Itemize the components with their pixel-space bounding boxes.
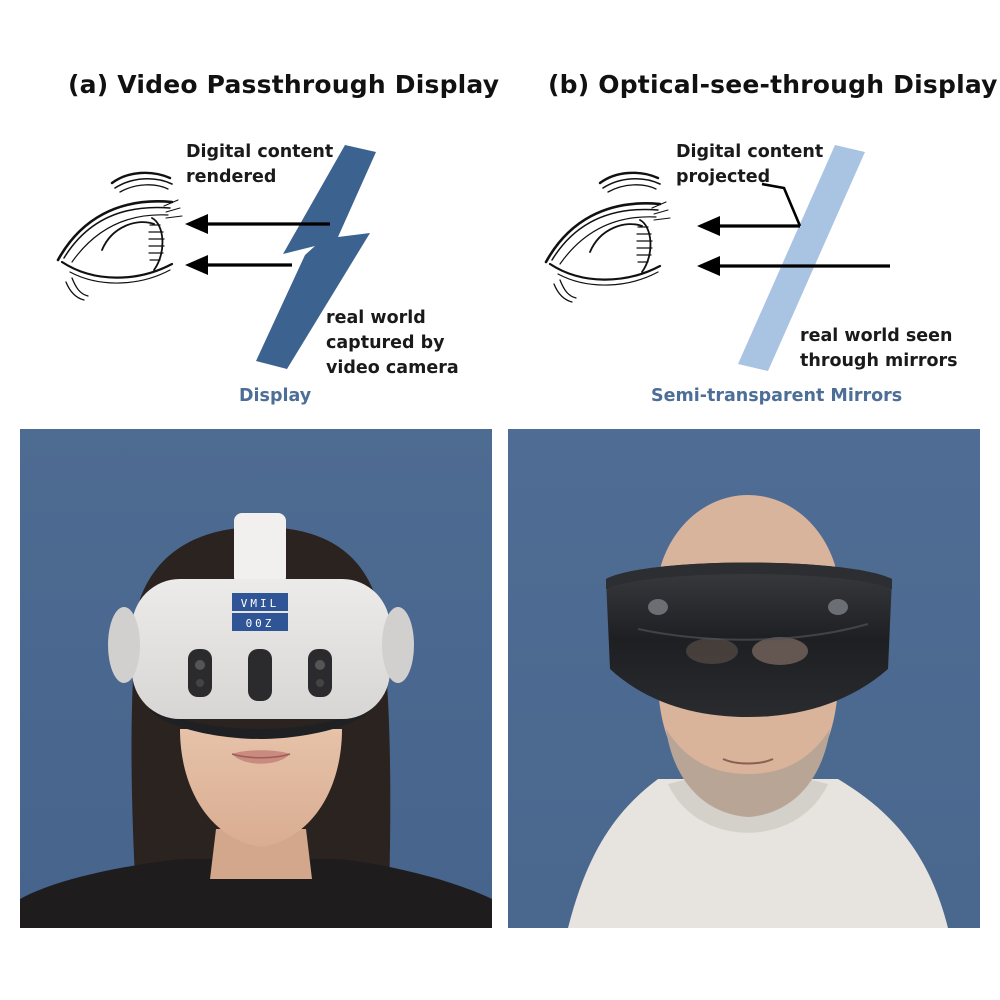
hoodie (568, 779, 948, 928)
panel-a-title: (a) Video Passthrough Display (68, 70, 500, 99)
camera-right (308, 649, 332, 697)
beard (666, 729, 830, 817)
face (180, 729, 342, 847)
display-panel (256, 145, 376, 369)
panel-b-title: (b) Optical-see-through Display (548, 70, 998, 99)
headset-strap (234, 513, 286, 585)
headset-stamp: VMIL 00Z (232, 593, 288, 631)
panel-b-diagram (544, 145, 890, 371)
arrow-left-icon (185, 214, 330, 234)
photo-optical-see-through (508, 429, 980, 928)
eye-icon (544, 171, 671, 303)
camera-center (248, 649, 272, 701)
panel-b-label-real-world: real world seen through mirrors (800, 326, 958, 371)
panel-b-label-digital: Digital content projected (676, 142, 824, 187)
svg-text:VMIL: VMIL (241, 597, 280, 610)
photo-video-passthrough: VMIL 00Z (20, 429, 492, 928)
shoulders (20, 859, 492, 928)
panel-b-caption: Semi-transparent Mirrors (651, 386, 903, 406)
arrow-left-icon (185, 255, 292, 275)
eye-icon (56, 171, 183, 301)
arrow-left-icon (697, 216, 800, 236)
panel-a-label-digital: Digital content rendered (186, 142, 334, 187)
camera-left (188, 649, 212, 697)
projection-pointer (761, 182, 802, 227)
mirror-panel (738, 145, 865, 371)
panel-a-diagram (56, 145, 376, 369)
svg-text:00Z: 00Z (246, 617, 275, 630)
panel-a-caption: Display (239, 386, 312, 406)
panel-a-label-real-world: real world captured by video camera (326, 308, 459, 378)
arrow-left-icon (697, 256, 890, 276)
